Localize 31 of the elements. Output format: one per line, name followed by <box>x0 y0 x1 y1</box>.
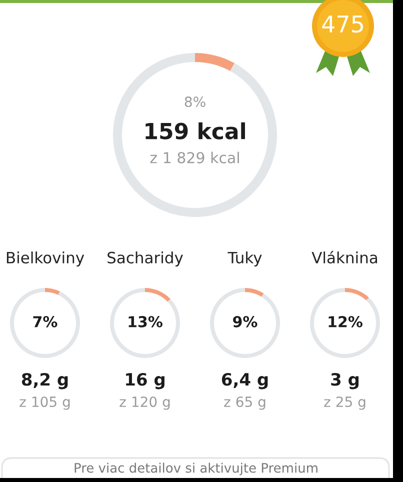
donut-slice <box>345 288 369 300</box>
chart-title: Tuky <box>228 252 262 266</box>
data-label: 12% <box>328 316 362 328</box>
text: z 105 g <box>20 396 70 410</box>
chart-title: Bielkoviny <box>6 252 84 266</box>
donut-slice <box>145 288 171 302</box>
donut-slice <box>45 288 60 295</box>
donut-slice <box>10 288 80 358</box>
text: Pre viac detailov si aktivujte Premium <box>74 462 318 476</box>
text: 6,4 g <box>222 372 268 390</box>
text: 8,2 g <box>22 372 68 390</box>
chart-title: Vláknina <box>312 250 378 264</box>
donut-slice <box>110 288 180 358</box>
text: 159 kcal <box>146 122 245 140</box>
text: z 1 829 kcal <box>150 152 239 164</box>
donut-slice <box>245 288 264 297</box>
text: 3 g <box>331 372 359 390</box>
donut-slice <box>210 288 280 358</box>
data-label: 8% <box>184 96 206 108</box>
data-label: 7% <box>33 316 58 328</box>
text: z 65 g <box>224 396 266 410</box>
chart-title: Sacharidy <box>108 252 183 266</box>
donut-slice <box>113 53 277 217</box>
donut-slice <box>310 288 380 358</box>
text: z 120 g <box>120 396 170 410</box>
data-label: 13% <box>128 316 162 328</box>
data-label: 9% <box>233 316 258 328</box>
text: 16 g <box>126 372 164 390</box>
donut-slice <box>195 53 235 72</box>
text: z 25 g <box>324 396 366 410</box>
text: 475 <box>322 16 363 33</box>
